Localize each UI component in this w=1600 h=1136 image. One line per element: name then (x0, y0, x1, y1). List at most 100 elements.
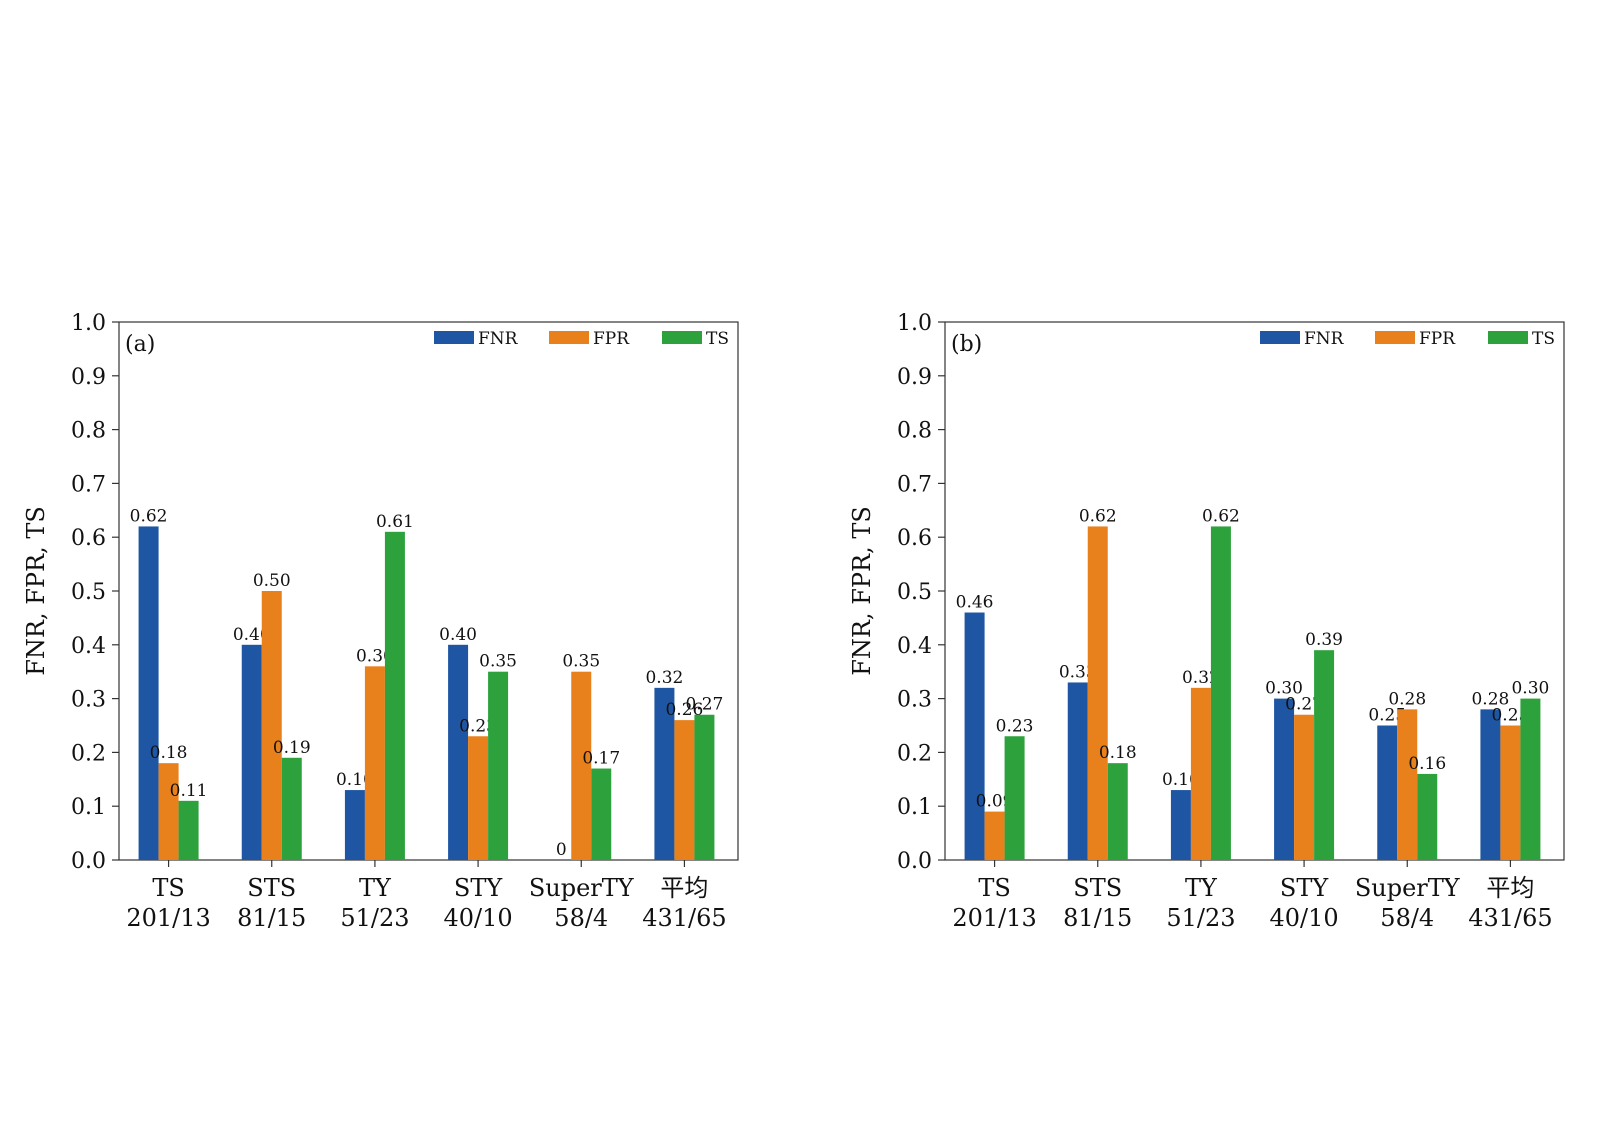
legend-label-fnr: FNR (1304, 329, 1345, 349)
x-tick-label: 平均 (660, 874, 708, 902)
plot-frame (944, 321, 1565, 861)
y-tick-label: 0.0 (71, 849, 106, 874)
y-axis-title: FNR, FPR, TS (848, 506, 876, 676)
bar-fpr (468, 736, 489, 860)
bar-value-label: 0.25 (1368, 706, 1406, 726)
bar-ts (694, 714, 715, 860)
legend-swatch-fnr (1260, 331, 1300, 344)
bar-fpr (1294, 714, 1315, 860)
bar-value-label: 0.28 (1388, 689, 1426, 709)
bar-fnr (344, 790, 365, 860)
bar-value-label: 0.23 (996, 716, 1034, 736)
legend-label-fpr: FPR (1419, 329, 1456, 349)
bar-value-label: 0.18 (150, 743, 188, 763)
bar-value-label: 0.30 (356, 646, 394, 666)
y-tick-label: 1.0 (897, 311, 932, 336)
bar-fpr (571, 671, 592, 860)
x-tick-label: STY (454, 874, 503, 902)
y-tick-label: 0.8 (71, 419, 106, 444)
bar-ts (1107, 763, 1128, 860)
y-axis-title: FNR, FPR, TS (22, 506, 50, 676)
bar-fpr (984, 811, 1005, 860)
x-tick-sublabel: 40/10 (1269, 904, 1338, 932)
x-tick-sublabel: 51/23 (340, 904, 409, 932)
y-tick-label: 0.6 (897, 526, 932, 551)
bar-fnr (964, 612, 985, 860)
x-tick-sublabel: 81/15 (1063, 904, 1132, 932)
bar-value-label: 0.25 (1491, 706, 1529, 726)
y-tick-label: 0.8 (897, 419, 932, 444)
y-tick-label: 0.7 (897, 472, 932, 497)
x-tick-sublabel: 51/23 (1166, 904, 1235, 932)
bar-value-label: 0.62 (1079, 506, 1117, 526)
legend-label-ts: TS (1532, 329, 1555, 349)
bar-value-label: 0.19 (273, 738, 311, 758)
bar-ts (1210, 526, 1231, 860)
legend-swatch-fpr (549, 331, 589, 344)
bar-value-label: 0.46 (956, 593, 994, 613)
chart-b-svg: 0.0 0.1 0.2 0.3 0.4 0.5 0.6 0.7 0.8 0.9 1.0 FNR, FP… (848, 311, 1565, 932)
bar-value-label: 0.17 (582, 749, 620, 769)
bar-ts (281, 757, 302, 860)
x-tick-label: TY (1185, 874, 1218, 902)
bar-fpr (158, 763, 179, 860)
y-tick-label: 1.0 (71, 311, 106, 336)
bar-value-label: 0.16 (1408, 754, 1446, 774)
bar-value-label: 0.10 (336, 770, 374, 790)
y-tick-label: 0.7 (71, 472, 106, 497)
legend-swatch-ts (662, 331, 702, 344)
bar-ts (591, 768, 612, 860)
y-tick-label: 0.4 (71, 634, 106, 659)
x-tick-sublabel: 81/15 (237, 904, 306, 932)
bar-value-label: 0.09 (976, 792, 1014, 812)
bar-ts (1314, 650, 1335, 860)
legend-swatch-fnr (434, 331, 474, 344)
bar-value-label: 0.10 (1162, 770, 1200, 790)
y-tick-label: 0.1 (71, 795, 106, 820)
panel-label: (b) (951, 332, 982, 357)
bar-ts (488, 671, 509, 860)
chart-a-svg: 0.0 0.1 0.2 0.3 0.4 0.5 0.6 0.7 0.8 0.9 1.0 FNR, FP… (22, 311, 739, 932)
bar-fpr (1190, 687, 1211, 860)
bar-value-label: 0.62 (130, 506, 168, 526)
legend-label-fnr: FNR (478, 329, 519, 349)
x-tick-label: TY (359, 874, 392, 902)
chart-panel-b: 0.0 0.1 0.2 0.3 0.4 0.5 0.6 0.7 0.8 0.9 1.0 FNR, FP… (826, 0, 1600, 1136)
bar-ts (1004, 736, 1025, 860)
bar-fnr (1377, 725, 1398, 860)
bar-value-label: 0.32 (1182, 668, 1220, 688)
y-tick-label: 0.1 (897, 795, 932, 820)
x-tick-label: SuperTY (1355, 874, 1461, 902)
bar-value-label: 0 (556, 840, 567, 860)
bar-fnr (654, 687, 675, 860)
bar-fnr (448, 644, 469, 860)
y-tick-label: 0.5 (71, 580, 106, 605)
y-tick-label: 0.5 (897, 580, 932, 605)
bar-fnr (241, 644, 262, 860)
bar-value-label: 0.61 (376, 512, 414, 532)
bar-value-label: 0.40 (233, 625, 271, 645)
y-tick-label: 0.9 (897, 365, 932, 390)
x-tick-label: STY (1280, 874, 1329, 902)
bar-ts (178, 800, 199, 860)
bar-value-label: 0.35 (562, 652, 600, 672)
x-tick-sublabel: 58/4 (554, 904, 608, 932)
bar-fnr (138, 526, 159, 860)
bar-fpr (364, 666, 385, 860)
y-tick-label: 0.0 (897, 849, 932, 874)
bar-fpr (1087, 526, 1108, 860)
bar-value-label: 0.30 (1265, 679, 1303, 699)
x-tick-sublabel: 431/65 (642, 904, 726, 932)
bar-ts (1520, 698, 1541, 860)
bar-value-label: 0.18 (1099, 743, 1137, 763)
y-tick-label: 0.9 (71, 365, 106, 390)
x-tick-label: TS (152, 874, 184, 902)
bar-fpr (1397, 709, 1418, 860)
legend-swatch-ts (1488, 331, 1528, 344)
x-tick-label: TS (978, 874, 1010, 902)
y-tick-label: 0.2 (71, 741, 106, 766)
legend-label-fpr: FPR (593, 329, 630, 349)
x-tick-label: 平均 (1486, 874, 1534, 902)
bar-value-label: 0.27 (1285, 695, 1323, 715)
bar-value-label: 0.30 (1511, 679, 1549, 699)
